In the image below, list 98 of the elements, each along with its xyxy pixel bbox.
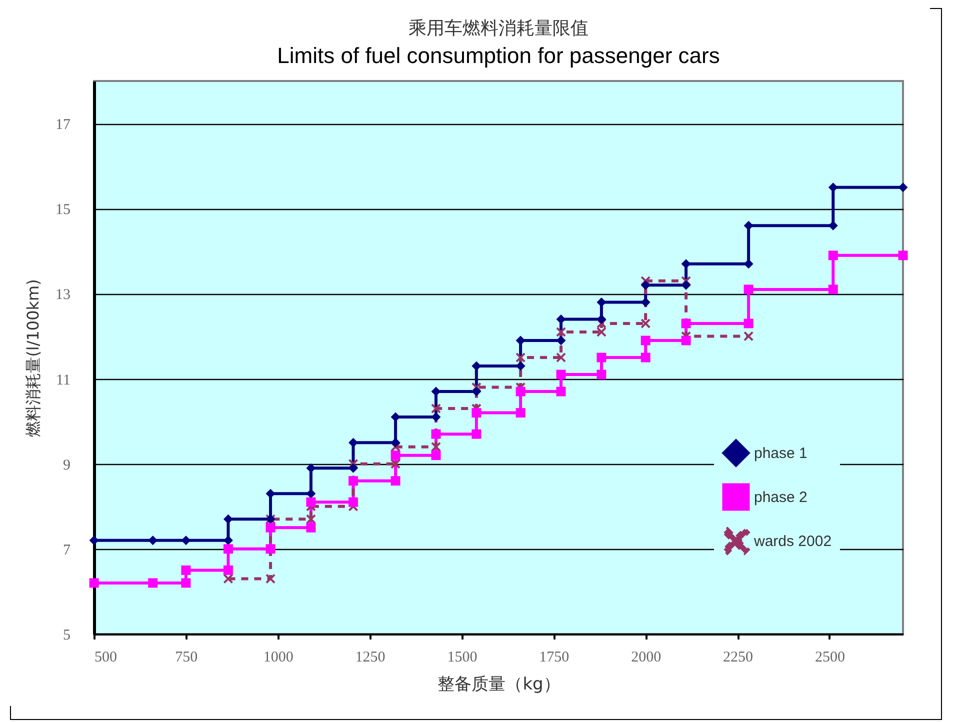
point [390,412,400,422]
point [89,578,99,588]
point [306,514,316,524]
x-tick-label: 500 [94,650,117,666]
y-tick-label: 17 [56,117,71,134]
point [348,438,358,448]
point [556,327,566,337]
point [431,404,441,414]
point [516,386,526,396]
point [348,463,358,473]
point [596,352,606,362]
point [148,578,158,588]
point [390,459,400,469]
point [744,259,754,269]
point [828,284,838,294]
point [431,429,441,439]
point [556,386,566,396]
point [266,574,276,584]
chart-title: 乘用车燃料消耗量限值 [408,18,588,38]
x-tick-label: 1750 [539,650,570,666]
point [390,450,400,460]
point [556,336,566,346]
chart-subtitle: Limits of fuel consumption for passenger cars [277,43,720,68]
point [306,488,316,498]
x-axis-title: 整备质量（kg） [438,674,560,694]
point [596,370,606,380]
point [898,182,908,192]
x-tick-label: 2000 [631,650,662,666]
legend-label: phase 1 [754,445,808,462]
point [89,536,99,546]
point [306,497,316,507]
point [431,442,441,452]
point [431,386,441,396]
point [828,182,838,192]
point [390,438,400,448]
point [266,544,276,554]
point [516,361,526,371]
point [223,574,233,584]
point [828,220,838,230]
point [640,280,650,290]
y-tick-label: 7 [63,542,71,558]
point [266,522,276,532]
point [744,220,754,230]
point [640,318,650,328]
point [744,331,754,341]
point [223,536,233,546]
point [472,408,482,418]
x-tick-label: 2500 [814,650,845,666]
y-tick-label: 11 [56,372,70,388]
y-axis-title: 燃料消耗量(l/100km) [24,279,42,437]
y-tick-label: 9 [63,457,70,474]
x-tick-label: 750 [175,650,198,666]
point [744,284,754,294]
point [306,522,316,532]
point [306,463,316,473]
point [681,318,691,328]
point [148,536,158,546]
point [681,280,691,290]
point [556,352,566,362]
point [223,565,233,575]
point [348,497,358,507]
point [828,250,838,260]
point [181,565,191,575]
point [640,297,650,307]
point [431,412,441,422]
point [181,536,191,546]
point [266,488,276,498]
point [348,476,358,486]
y-tick-label: 5 [63,628,70,644]
point [472,386,482,396]
point [640,336,650,346]
legend-label: phase 2 [754,489,808,506]
point [681,336,691,346]
point [431,450,441,460]
y-tick-label: 15 [56,202,70,218]
point [472,429,482,439]
point [516,336,526,346]
x-tick-label: 1500 [447,650,478,666]
point [516,352,526,362]
legend-label: wards 2002 [753,533,832,550]
point [556,370,566,380]
point [223,544,233,554]
x-tick-label: 1000 [263,650,294,666]
x-tick-label: 1250 [355,650,386,666]
point [596,314,606,324]
x-tick-label: 2250 [723,650,754,666]
point [744,318,754,328]
y-tick-label: 13 [56,287,70,304]
point [898,250,908,260]
point [181,578,191,588]
point [681,259,691,269]
point [472,361,482,371]
point [640,352,650,362]
point [390,476,400,486]
point [556,314,566,324]
point [516,408,526,418]
point [596,297,606,307]
point [223,514,233,524]
